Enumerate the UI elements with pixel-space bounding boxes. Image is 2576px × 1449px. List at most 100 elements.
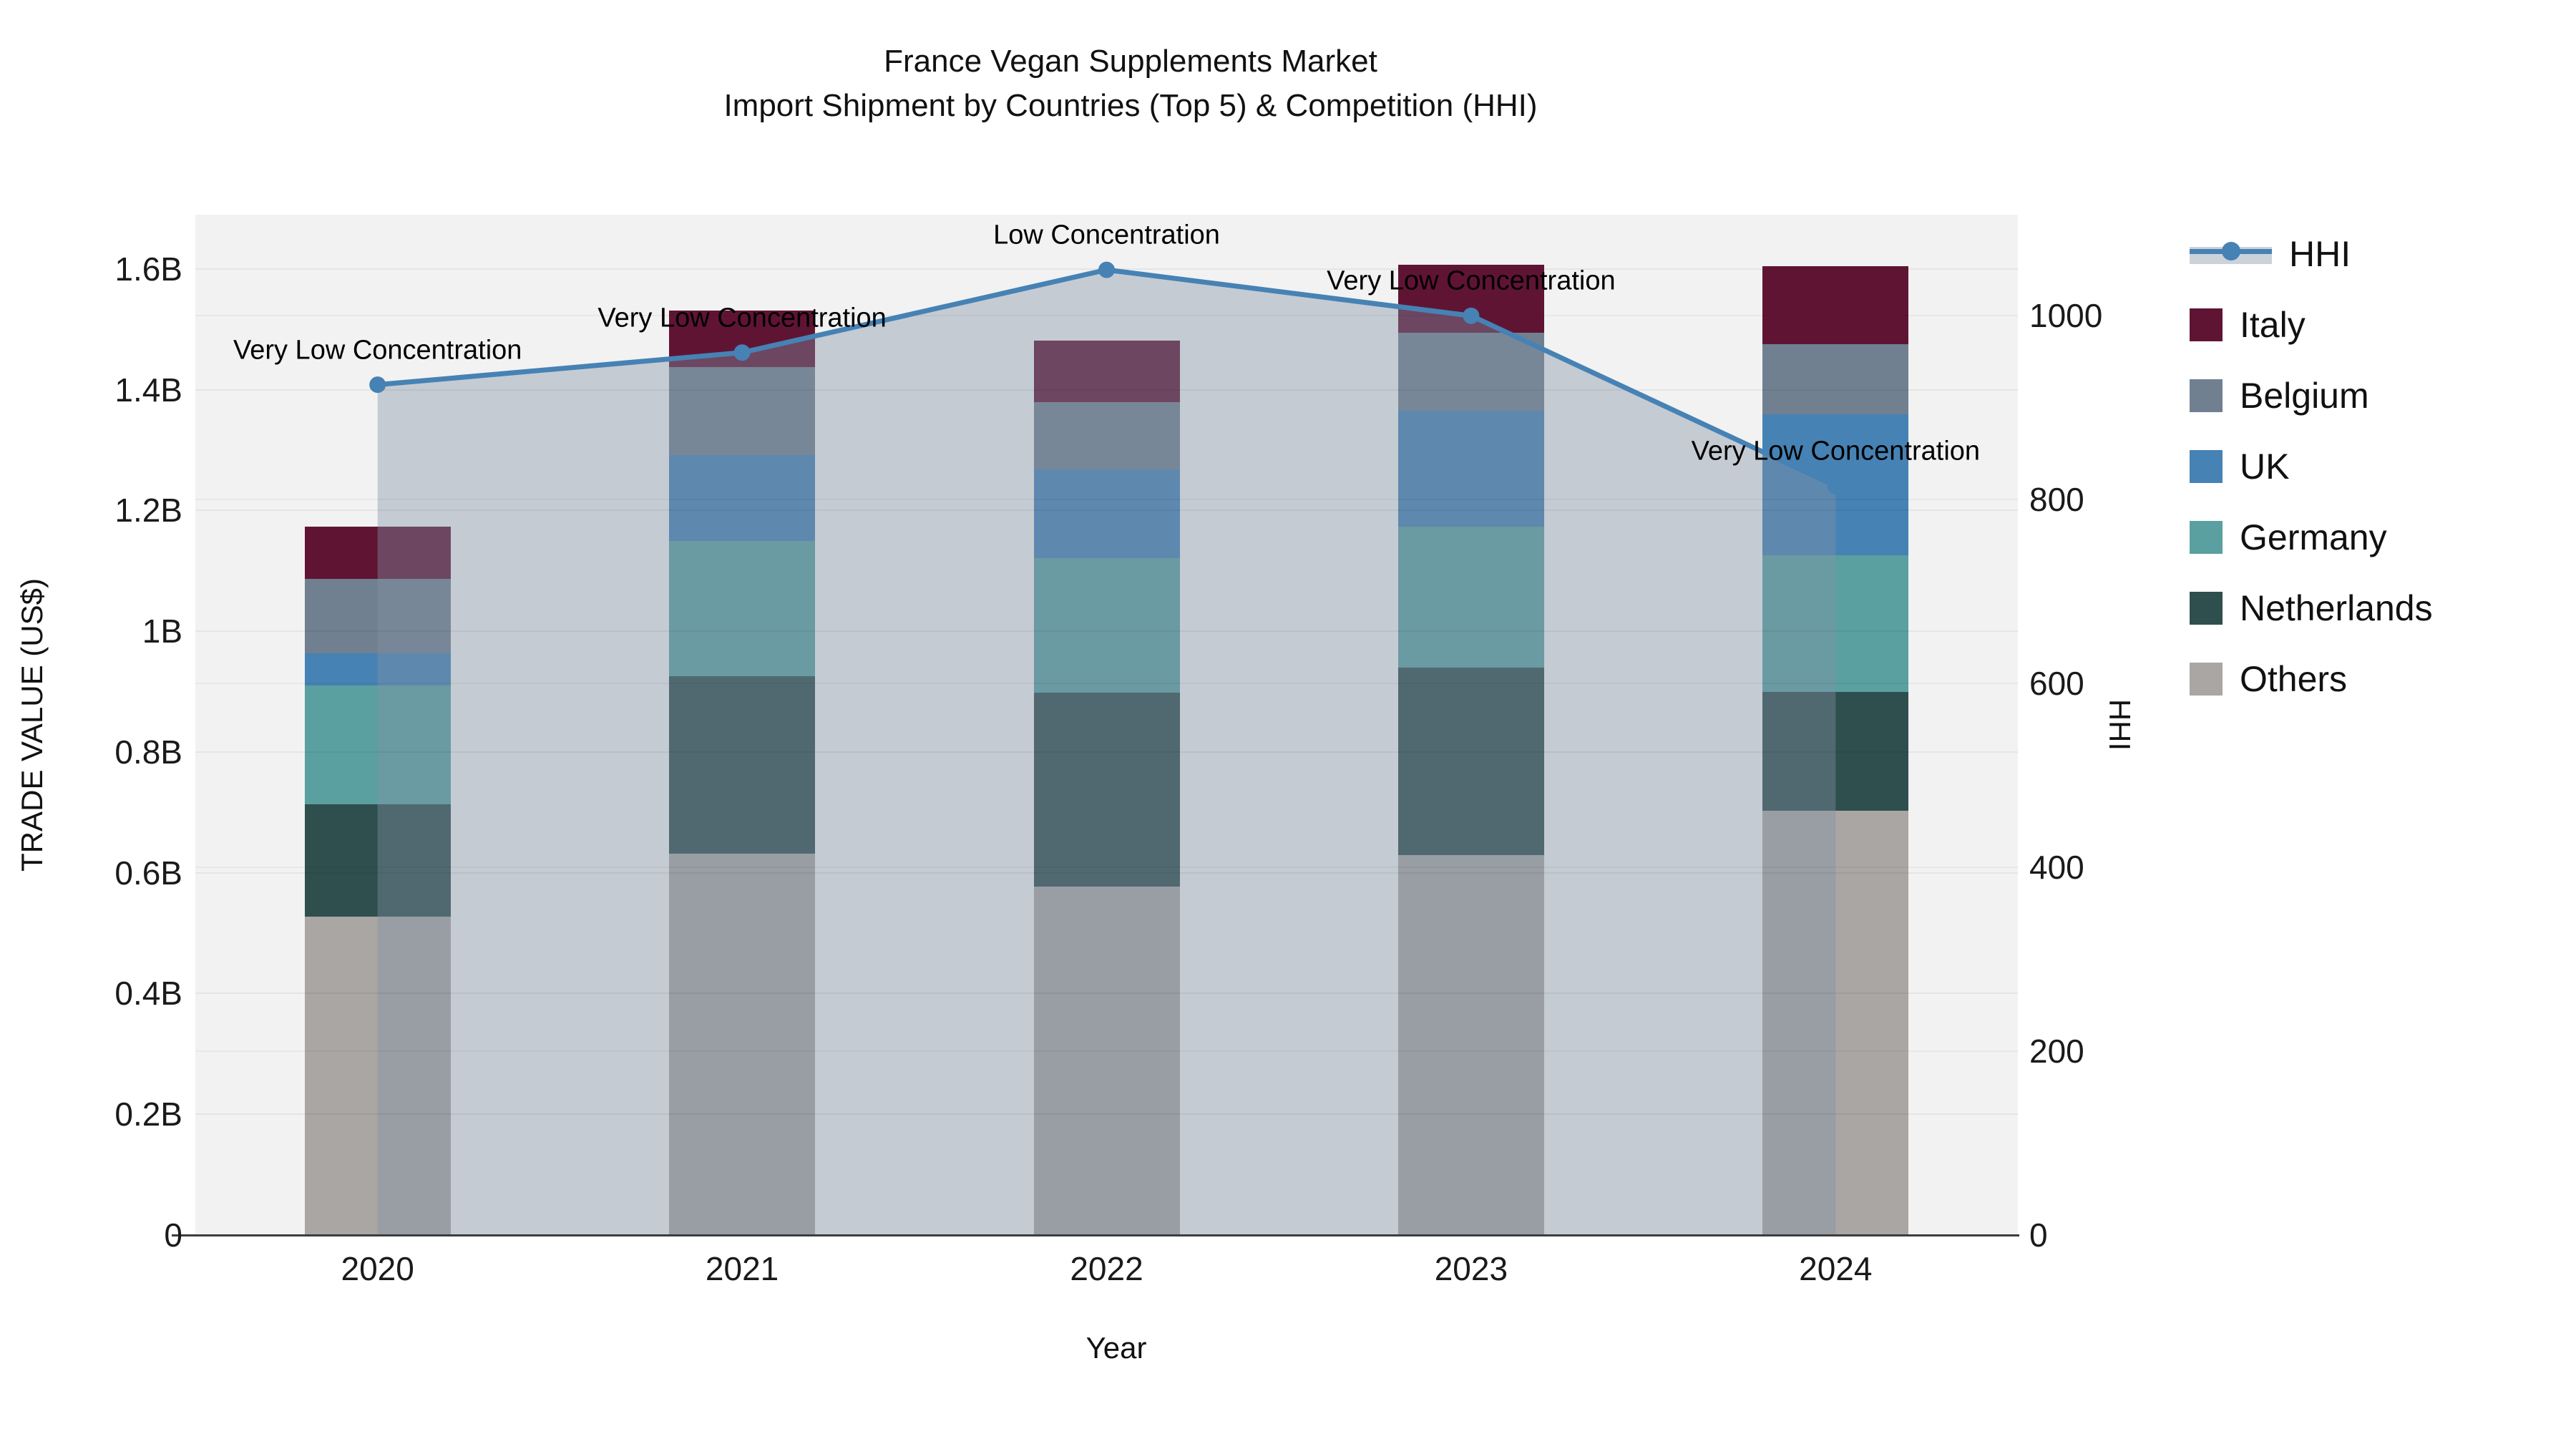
hhi-annotation-2020: Very Low Concentration xyxy=(233,335,522,366)
bar-segment-uk-2021 xyxy=(669,454,816,542)
hhi-marker-2022 xyxy=(1098,261,1115,278)
legend: HHI Italy Belgium UK Germany Netherlands Other… xyxy=(2190,236,2433,732)
left-axis-tick-label: 0.6B xyxy=(114,854,182,892)
legend-swatch-icon xyxy=(2190,663,2223,696)
left-axis-tick-label: 1.2B xyxy=(114,492,182,530)
right-axis-tick-label: 1000 xyxy=(2029,297,2103,335)
bar-segment-germany-2020 xyxy=(304,686,451,804)
legend-item-label: Others xyxy=(2240,659,2348,699)
bar-segment-netherlands-2021 xyxy=(669,675,816,854)
bar-segment-netherlands-2020 xyxy=(304,804,451,917)
legend-swatch-icon xyxy=(2190,592,2223,625)
legend-item-label: Belgium xyxy=(2240,376,2369,416)
bar-segment-italy-2024 xyxy=(1762,265,1909,344)
hhi-area-fill xyxy=(377,270,1836,1236)
left-axis-tick-label: 0.8B xyxy=(114,733,182,771)
legend-line-icon xyxy=(2190,236,2272,272)
right-axis-tick-label: 200 xyxy=(2029,1033,2084,1070)
right-axis-tick-label: 0 xyxy=(2029,1216,2048,1254)
x-axis-tick-label-2024: 2024 xyxy=(1799,1250,1873,1287)
bar-segment-netherlands-2022 xyxy=(1033,693,1180,887)
gridline-right-axis xyxy=(195,867,2018,869)
legend-item-italy[interactable]: Italy xyxy=(2190,307,2433,343)
legend-swatch-icon xyxy=(2190,379,2223,412)
hhi-annotation-2024: Very Low Concentration xyxy=(1691,436,1981,467)
bar-segment-germany-2022 xyxy=(1033,558,1180,693)
legend-item-uk[interactable]: UK xyxy=(2190,449,2433,484)
left-axis-tick-label: 1.4B xyxy=(114,371,182,409)
gridline-right-axis xyxy=(195,315,2018,317)
gridline-right-axis xyxy=(195,499,2018,501)
hhi-annotation-2022: Low Concentration xyxy=(993,220,1220,250)
bar-segment-uk-2020 xyxy=(304,653,451,686)
left-axis-tick-label: 0 xyxy=(164,1216,182,1254)
hhi-marker-2020 xyxy=(369,376,386,394)
right-y-axis-title: HHI xyxy=(2103,698,2137,751)
gridline-right-axis xyxy=(195,683,2018,685)
legend-swatch-icon xyxy=(2190,521,2223,554)
bar-segment-uk-2022 xyxy=(1033,469,1180,559)
right-axis-tick-label: 600 xyxy=(2029,665,2084,703)
bar-segment-germany-2023 xyxy=(1397,527,1544,668)
legend-item-label: Netherlands xyxy=(2240,588,2433,628)
gridline-left-axis xyxy=(195,872,2018,874)
bar-segment-netherlands-2024 xyxy=(1762,692,1909,811)
left-axis-tick-label: 0.4B xyxy=(114,975,182,1013)
bar-segment-others-2022 xyxy=(1033,887,1180,1235)
hhi-marker-2023 xyxy=(1463,307,1480,324)
x-axis-spine xyxy=(172,1234,2019,1236)
bar-segment-belgium-2024 xyxy=(1762,343,1909,415)
bar-segment-belgium-2020 xyxy=(304,578,451,654)
legend-item-germany[interactable]: Germany xyxy=(2190,519,2433,555)
legend-item-netherlands[interactable]: Netherlands xyxy=(2190,590,2433,626)
x-axis-title: Year xyxy=(1085,1331,1147,1365)
gridline-left-axis xyxy=(195,509,2018,512)
gridline-left-axis xyxy=(195,992,2018,995)
legend-item-others[interactable]: Others xyxy=(2190,661,2433,697)
bar-segment-others-2024 xyxy=(1762,810,1909,1235)
legend-item-belgium[interactable]: Belgium xyxy=(2190,378,2433,414)
gridline-left-axis xyxy=(195,1113,2018,1116)
chart-title-line-1: France Vegan Supplements Market xyxy=(884,44,1377,79)
hhi-annotation-2023: Very Low Concentration xyxy=(1327,265,1616,296)
x-axis-tick-label-2020: 2020 xyxy=(341,1250,414,1287)
hhi-marker-2021 xyxy=(733,344,751,361)
x-axis-tick-label-2021: 2021 xyxy=(705,1250,779,1287)
x-axis-tick-label-2023: 2023 xyxy=(1434,1250,1508,1287)
bar-segment-belgium-2022 xyxy=(1033,401,1180,470)
bar-segment-others-2023 xyxy=(1397,855,1544,1235)
legend-item-hhi[interactable]: HHI xyxy=(2190,236,2433,272)
legend-swatch-icon xyxy=(2190,450,2223,483)
left-axis-tick-label: 0.2B xyxy=(114,1096,182,1133)
chart-title-line-2: Import Shipment by Countries (Top 5) & C… xyxy=(723,88,1538,123)
gridline-left-axis xyxy=(195,389,2018,391)
bar-segment-belgium-2023 xyxy=(1397,332,1544,411)
legend-swatch-icon xyxy=(2190,308,2223,341)
bar-segment-germany-2021 xyxy=(669,541,816,676)
legend-item-label: Italy xyxy=(2240,305,2306,345)
legend-item-label: HHI xyxy=(2289,234,2351,274)
bar-segment-uk-2023 xyxy=(1397,411,1544,527)
gridline-right-axis xyxy=(195,1050,2018,1053)
right-axis-tick-label: 800 xyxy=(2029,481,2084,519)
left-axis-tick-label: 1B xyxy=(142,613,182,650)
legend-item-label: UK xyxy=(2240,447,2290,487)
gridline-left-axis xyxy=(195,751,2018,753)
hhi-annotation-2021: Very Low Concentration xyxy=(597,303,887,333)
chart-title: France Vegan Supplements Market Import S… xyxy=(215,39,2046,128)
legend-item-label: Germany xyxy=(2240,517,2387,557)
bar-segment-others-2021 xyxy=(669,853,816,1235)
bar-segment-italy-2020 xyxy=(304,527,451,579)
x-axis-tick-label-2022: 2022 xyxy=(1070,1250,1143,1287)
left-axis-tick-label: 1.6B xyxy=(114,250,182,288)
hhi-marker-2024 xyxy=(1827,477,1844,494)
right-axis-tick-label: 400 xyxy=(2029,849,2084,887)
gridline-left-axis xyxy=(195,630,2018,633)
bar-segment-germany-2024 xyxy=(1762,555,1909,693)
bar-segment-belgium-2021 xyxy=(669,367,816,455)
plot-area: Very Low Concentration Very Low Concentra… xyxy=(195,215,2018,1236)
bar-segment-italy-2022 xyxy=(1033,340,1180,402)
hhi-line xyxy=(369,261,1844,494)
bar-segment-netherlands-2023 xyxy=(1397,667,1544,856)
